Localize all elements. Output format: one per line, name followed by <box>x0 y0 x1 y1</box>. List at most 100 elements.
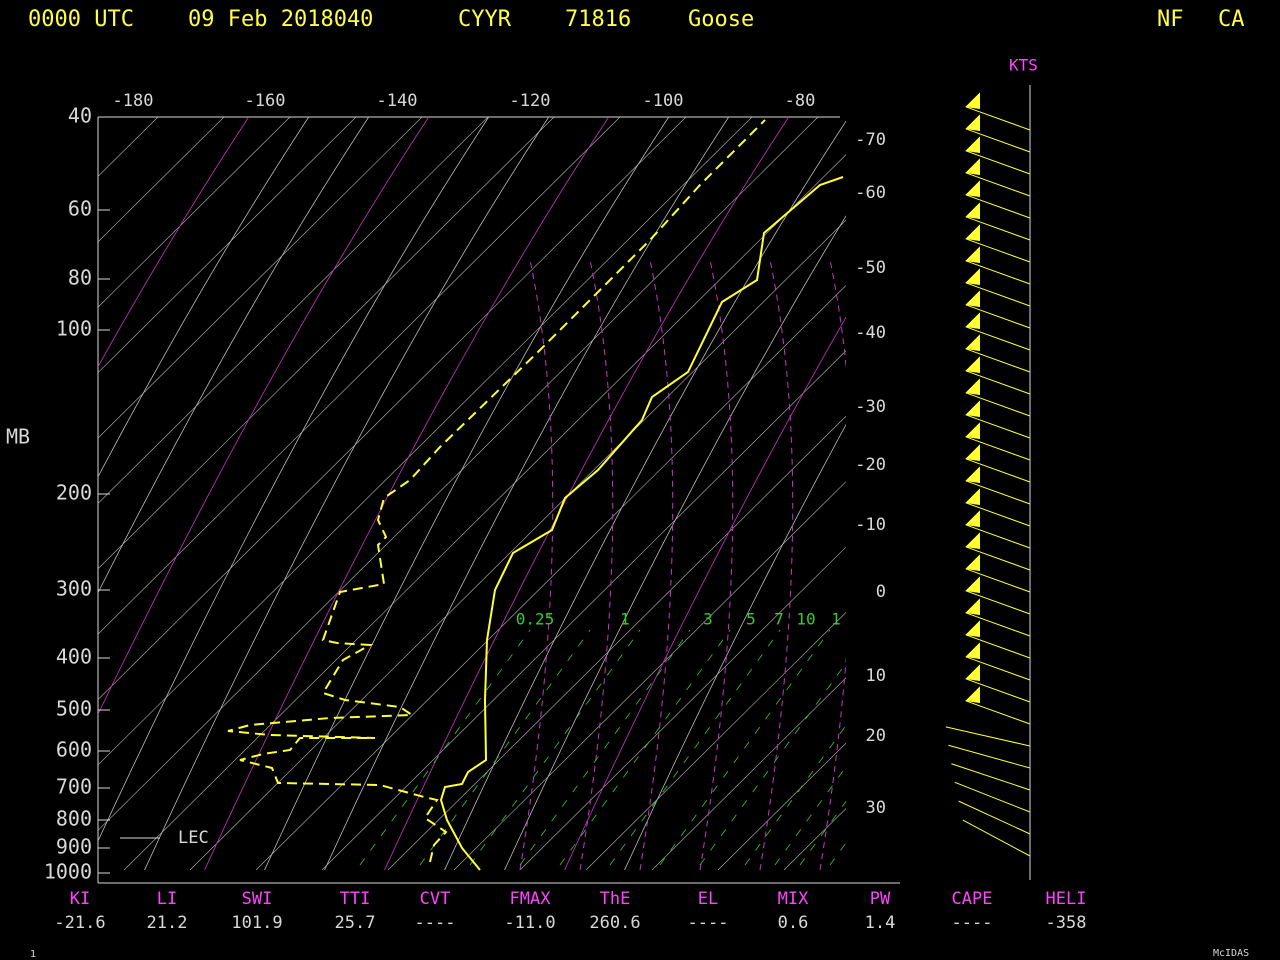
wind-barb <box>948 744 1031 769</box>
wind-flag <box>965 444 980 462</box>
wind-barb <box>965 194 1031 219</box>
height-label: -40 <box>855 323 886 343</box>
temperature-label: -180 <box>113 91 154 111</box>
wind-flag <box>965 422 980 440</box>
height-label: 20 <box>866 726 886 746</box>
wind-unit: KTS <box>1009 56 1038 75</box>
index-value: ---- <box>415 913 456 933</box>
wind-barb <box>965 370 1031 395</box>
frame: 1 <box>30 949 36 960</box>
wind-barb <box>965 700 1031 725</box>
index-value: -11.0 <box>504 913 555 933</box>
station-id: 71816 <box>565 7 631 32</box>
mixing-line <box>419 629 591 866</box>
wind-flag <box>965 510 980 528</box>
pressure-label: 200 <box>56 481 92 505</box>
station: CYYR <box>458 7 512 32</box>
wind-barb <box>965 612 1031 637</box>
wind-flag <box>965 356 980 374</box>
wind-flag <box>965 598 980 616</box>
dewpoint-profile <box>227 119 766 863</box>
time: 0000 UTC <box>28 7 134 32</box>
wind-barb <box>965 414 1031 439</box>
mixing-label: 5 <box>746 610 756 629</box>
wind-barb <box>965 348 1031 373</box>
wind-barb <box>965 524 1031 549</box>
adiabat <box>264 117 670 870</box>
station-name: Goose <box>688 7 754 32</box>
wind-flag <box>965 92 980 110</box>
wind-flag <box>965 620 980 638</box>
isotherm <box>255 285 846 870</box>
wind-barb <box>951 763 1031 791</box>
index-label: KI <box>70 889 90 909</box>
isotherm <box>98 117 819 831</box>
isotherm <box>98 117 753 766</box>
pressure-label: 600 <box>56 738 92 762</box>
wind-flag <box>965 268 980 286</box>
height-label: -70 <box>855 130 886 150</box>
height-label: -30 <box>855 397 886 417</box>
wind-barb <box>965 634 1031 659</box>
pressure-label: 80 <box>68 266 92 290</box>
temperature-label: -100 <box>643 91 684 111</box>
wind-barb <box>945 726 1031 747</box>
wind-flag <box>965 334 980 352</box>
wind-barb <box>965 260 1031 285</box>
wind-barb <box>965 678 1031 703</box>
wind-flag <box>965 400 980 418</box>
wind-barb <box>965 590 1031 615</box>
adiabat <box>444 120 846 870</box>
height-label: -50 <box>855 258 886 278</box>
isotherm <box>321 350 846 870</box>
moist-adiabat <box>519 259 554 870</box>
legend: LEC <box>178 828 209 848</box>
moist-adiabat <box>819 259 846 870</box>
index-value: ---- <box>688 913 729 933</box>
wind-flag <box>965 664 980 682</box>
wind-flag <box>965 554 980 572</box>
wind-barb <box>965 128 1031 153</box>
wind-barb <box>965 568 1031 593</box>
wind-flag <box>965 290 980 308</box>
wind-barb <box>954 781 1031 813</box>
index-label: EL <box>698 889 718 909</box>
height-label: 30 <box>866 798 886 818</box>
index-label: FMAX <box>510 889 552 909</box>
wind-flag <box>965 466 980 484</box>
pressure-label: 60 <box>68 197 92 221</box>
wind-barb <box>965 502 1031 527</box>
isotherm <box>98 117 357 374</box>
wind-barb <box>965 392 1031 417</box>
adiabat <box>98 117 370 594</box>
adiabat <box>98 117 250 368</box>
index-label: MIX <box>778 889 809 909</box>
wind-barb <box>965 326 1031 351</box>
wind-flag <box>965 246 980 264</box>
index-value: -21.6 <box>54 913 105 933</box>
isotherm <box>98 117 423 439</box>
index-label: PW <box>870 889 891 909</box>
pressure-label: 900 <box>56 835 92 859</box>
pressure-label: 400 <box>56 645 92 669</box>
wind-barb <box>965 304 1031 329</box>
temperature-label: -160 <box>245 91 286 111</box>
index-label: CVT <box>420 889 451 909</box>
mixing-line <box>359 629 531 866</box>
pressure-label: 1000 <box>44 860 92 884</box>
wind-flag <box>965 202 980 220</box>
wind-barb <box>962 819 1031 857</box>
mixing-label: 7 <box>774 610 784 629</box>
wind-barb <box>965 436 1031 461</box>
mixing-line <box>519 629 691 866</box>
date: 09 Feb 2018040 <box>188 7 373 32</box>
wind-flag <box>965 312 980 330</box>
height-label: -60 <box>855 183 886 203</box>
wind-barb <box>965 150 1031 175</box>
temperature-label: -80 <box>785 91 816 111</box>
index-label: TTI <box>340 889 371 909</box>
adiabat <box>564 316 846 870</box>
height-label: 10 <box>866 666 886 686</box>
mixing-label: 3 <box>703 610 713 629</box>
